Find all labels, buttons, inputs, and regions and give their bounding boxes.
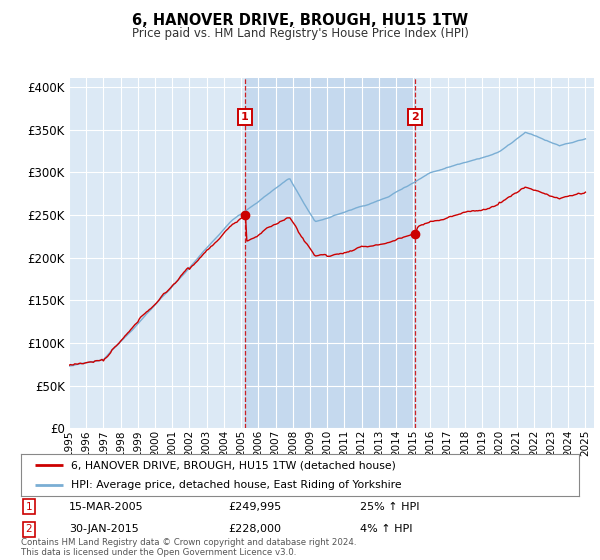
Text: 2: 2 <box>25 524 32 534</box>
Text: 1: 1 <box>241 112 248 122</box>
Text: Contains HM Land Registry data © Crown copyright and database right 2024.
This d: Contains HM Land Registry data © Crown c… <box>21 538 356 557</box>
Text: Price paid vs. HM Land Registry's House Price Index (HPI): Price paid vs. HM Land Registry's House … <box>131 27 469 40</box>
Bar <box>245 78 415 428</box>
Text: 25% ↑ HPI: 25% ↑ HPI <box>360 502 419 512</box>
Text: 6, HANOVER DRIVE, BROUGH, HU15 1TW: 6, HANOVER DRIVE, BROUGH, HU15 1TW <box>132 13 468 29</box>
Text: £249,995: £249,995 <box>228 502 281 512</box>
Text: 2: 2 <box>411 112 419 122</box>
Text: 30-JAN-2015: 30-JAN-2015 <box>69 524 139 534</box>
Text: £228,000: £228,000 <box>228 524 281 534</box>
Text: HPI: Average price, detached house, East Riding of Yorkshire: HPI: Average price, detached house, East… <box>71 480 402 490</box>
Text: 4% ↑ HPI: 4% ↑ HPI <box>360 524 413 534</box>
Text: 15-MAR-2005: 15-MAR-2005 <box>69 502 143 512</box>
Text: 6, HANOVER DRIVE, BROUGH, HU15 1TW (detached house): 6, HANOVER DRIVE, BROUGH, HU15 1TW (deta… <box>71 460 396 470</box>
Text: 1: 1 <box>25 502 32 512</box>
